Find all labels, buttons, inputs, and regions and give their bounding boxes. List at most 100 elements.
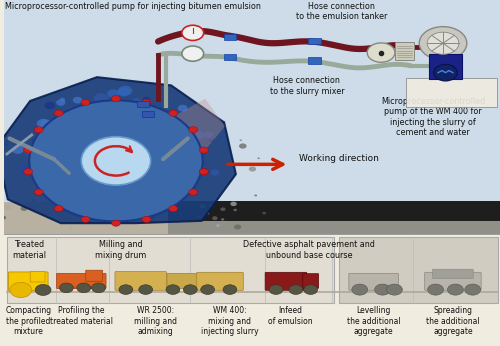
Text: Levelling
the additional
aggregate: Levelling the additional aggregate [347, 306, 401, 336]
Circle shape [54, 110, 63, 116]
Circle shape [88, 207, 93, 211]
Circle shape [60, 174, 66, 178]
Circle shape [419, 27, 467, 60]
Circle shape [289, 285, 303, 294]
Circle shape [62, 209, 68, 213]
Circle shape [112, 171, 115, 174]
Circle shape [180, 197, 185, 200]
Circle shape [118, 88, 130, 97]
Circle shape [107, 89, 120, 98]
Circle shape [83, 170, 91, 176]
Circle shape [82, 137, 150, 185]
Circle shape [200, 285, 214, 294]
Circle shape [142, 166, 148, 171]
Circle shape [55, 193, 58, 195]
Circle shape [12, 146, 24, 154]
Polygon shape [168, 111, 175, 116]
Circle shape [97, 146, 102, 149]
Text: Profiling the
treated material: Profiling the treated material [50, 306, 113, 326]
FancyBboxPatch shape [167, 273, 201, 289]
Circle shape [153, 195, 157, 198]
Circle shape [182, 25, 204, 40]
Text: Microprocessor-controlled pump for injecting bitumen emulsion: Microprocessor-controlled pump for injec… [6, 2, 262, 11]
FancyBboxPatch shape [4, 0, 500, 235]
Text: Microprocessor-controlled
pump of the WM 400 for
injecting the slurry of
cement : Microprocessor-controlled pump of the WM… [381, 97, 485, 137]
Circle shape [262, 212, 266, 215]
Circle shape [20, 206, 28, 211]
FancyBboxPatch shape [168, 201, 500, 221]
Polygon shape [201, 147, 207, 153]
Circle shape [151, 216, 156, 219]
FancyBboxPatch shape [424, 272, 481, 290]
Circle shape [194, 131, 205, 139]
Circle shape [84, 156, 91, 160]
Circle shape [74, 161, 86, 169]
Polygon shape [168, 206, 175, 210]
Text: Compacting
the profiled
mixture: Compacting the profiled mixture [5, 306, 52, 336]
Circle shape [216, 224, 220, 227]
Circle shape [182, 46, 204, 61]
Circle shape [90, 139, 93, 141]
FancyBboxPatch shape [395, 42, 414, 60]
Circle shape [386, 284, 402, 295]
Circle shape [104, 111, 118, 121]
Circle shape [62, 147, 70, 152]
Circle shape [122, 117, 136, 126]
Circle shape [434, 64, 458, 81]
Circle shape [154, 161, 158, 164]
Circle shape [46, 216, 52, 220]
Circle shape [24, 147, 32, 153]
Circle shape [66, 163, 71, 166]
Circle shape [58, 192, 60, 194]
Circle shape [143, 97, 150, 101]
Circle shape [106, 216, 110, 218]
Polygon shape [126, 99, 225, 168]
FancyBboxPatch shape [265, 272, 306, 290]
Circle shape [197, 215, 201, 218]
Circle shape [90, 215, 96, 219]
Polygon shape [189, 189, 196, 194]
Circle shape [50, 124, 62, 131]
Circle shape [249, 166, 256, 172]
Circle shape [230, 202, 237, 206]
Circle shape [234, 209, 237, 211]
Circle shape [61, 127, 74, 136]
Circle shape [82, 174, 88, 179]
Circle shape [140, 137, 145, 141]
Circle shape [200, 161, 207, 165]
Circle shape [220, 207, 226, 211]
Circle shape [367, 43, 395, 62]
Circle shape [200, 206, 203, 209]
Circle shape [139, 170, 151, 179]
Circle shape [52, 156, 57, 160]
Circle shape [94, 93, 108, 103]
Circle shape [166, 285, 180, 294]
Circle shape [269, 285, 283, 294]
Text: Infeed
of emulsion: Infeed of emulsion [268, 306, 312, 326]
FancyBboxPatch shape [224, 54, 236, 60]
Circle shape [141, 175, 148, 180]
Circle shape [152, 136, 159, 141]
FancyBboxPatch shape [142, 111, 154, 117]
Circle shape [96, 152, 102, 156]
Circle shape [117, 110, 131, 120]
Text: Treated
material: Treated material [12, 240, 46, 260]
Circle shape [55, 169, 66, 176]
FancyBboxPatch shape [86, 270, 102, 281]
Circle shape [57, 143, 64, 147]
Circle shape [130, 195, 138, 201]
FancyBboxPatch shape [56, 273, 106, 289]
Circle shape [174, 142, 182, 147]
Circle shape [126, 106, 142, 116]
Circle shape [118, 85, 132, 95]
Circle shape [73, 171, 82, 177]
Circle shape [188, 189, 198, 195]
Circle shape [89, 177, 96, 182]
Circle shape [116, 173, 129, 182]
Circle shape [88, 153, 104, 163]
FancyBboxPatch shape [339, 237, 498, 303]
Circle shape [138, 139, 150, 147]
Circle shape [112, 220, 120, 226]
Circle shape [139, 285, 152, 294]
Polygon shape [56, 206, 64, 210]
